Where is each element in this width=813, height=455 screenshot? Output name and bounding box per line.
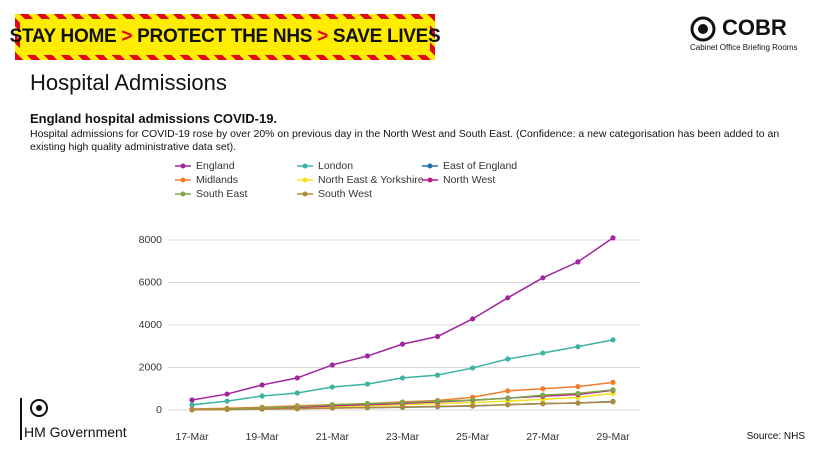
data-point bbox=[259, 382, 265, 388]
data-point bbox=[505, 402, 511, 408]
y-tick-label: 4000 bbox=[139, 319, 163, 331]
data-point bbox=[259, 393, 265, 399]
legend-marker bbox=[180, 177, 186, 183]
logo-title: COBR bbox=[722, 15, 787, 40]
legend-marker bbox=[302, 191, 308, 197]
data-point bbox=[540, 392, 546, 398]
data-point bbox=[575, 400, 581, 406]
data-point bbox=[434, 333, 441, 340]
data-point bbox=[364, 401, 371, 407]
data-point bbox=[470, 403, 476, 409]
banner-text: STAY HOME bbox=[9, 26, 117, 47]
data-point bbox=[470, 316, 476, 322]
banner-text: SAVE LIVES bbox=[332, 26, 441, 47]
data-point bbox=[189, 407, 195, 413]
data-point bbox=[224, 391, 230, 397]
legend-marker bbox=[427, 163, 433, 169]
x-tick-label: 23-Mar bbox=[386, 431, 420, 443]
x-tick-label: 19-Mar bbox=[246, 431, 280, 443]
data-point bbox=[540, 275, 546, 281]
data-point bbox=[399, 399, 406, 406]
legend-label: England bbox=[196, 160, 235, 172]
data-point bbox=[189, 402, 195, 408]
data-point bbox=[610, 337, 616, 343]
data-point bbox=[434, 372, 441, 378]
x-tick-label: 17-Mar bbox=[175, 431, 209, 443]
data-point bbox=[399, 341, 406, 347]
legend-marker bbox=[180, 191, 186, 197]
banner: STAY HOME > PROTECT THE NHS > SAVE LIVES bbox=[10, 14, 441, 60]
data-point bbox=[434, 403, 441, 409]
crest bbox=[690, 16, 716, 42]
data-point bbox=[294, 390, 300, 396]
arrow: > bbox=[317, 26, 328, 47]
data-point bbox=[259, 406, 265, 412]
data-point bbox=[505, 356, 511, 362]
x-tick-label: 27-Mar bbox=[526, 431, 560, 443]
data-point bbox=[470, 365, 476, 371]
data-point bbox=[505, 395, 511, 401]
data-point bbox=[434, 398, 441, 404]
legend-marker bbox=[302, 177, 308, 183]
data-point bbox=[575, 384, 581, 390]
legend-label: North East & Yorkshire bbox=[318, 174, 424, 186]
legend-label: London bbox=[318, 160, 353, 172]
data-point bbox=[294, 406, 300, 412]
data-point bbox=[329, 384, 335, 390]
x-tick-label: 29-Mar bbox=[596, 431, 630, 443]
data-point bbox=[505, 388, 511, 394]
legend-marker bbox=[427, 177, 433, 183]
data-point bbox=[505, 295, 511, 301]
y-tick-label: 6000 bbox=[139, 276, 163, 288]
data-point bbox=[364, 353, 371, 359]
data-point bbox=[224, 406, 230, 413]
crest bbox=[30, 399, 48, 417]
data-point bbox=[364, 405, 371, 411]
logo-subtitle: Cabinet Office Briefing Rooms bbox=[690, 43, 798, 52]
divider bbox=[20, 398, 22, 440]
legend-label: South East bbox=[196, 188, 247, 200]
y-tick-label: 0 bbox=[156, 404, 162, 416]
government-label: HM Government bbox=[24, 424, 127, 440]
data-point bbox=[575, 259, 581, 265]
legend-marker bbox=[180, 163, 186, 169]
data-point bbox=[575, 344, 581, 350]
heading: Hospital Admissions bbox=[30, 70, 227, 95]
data-point bbox=[610, 399, 616, 405]
data-point bbox=[610, 235, 616, 241]
data-point bbox=[575, 390, 581, 397]
data-point bbox=[540, 401, 546, 407]
legend-label: South West bbox=[318, 188, 372, 200]
x-tick-label: 21-Mar bbox=[316, 431, 350, 443]
data-point bbox=[540, 386, 546, 392]
data-point bbox=[364, 381, 371, 387]
data-point bbox=[540, 350, 546, 356]
legend-label: East of England bbox=[443, 160, 517, 172]
data-point bbox=[224, 398, 230, 404]
data-point bbox=[610, 379, 616, 385]
chart-subtitle: Hospital admissions for COVID-19 rose by… bbox=[30, 128, 780, 153]
data-point bbox=[329, 362, 335, 368]
y-tick-label: 2000 bbox=[139, 361, 163, 373]
legend-marker bbox=[302, 163, 308, 169]
data-point bbox=[329, 405, 335, 411]
y-tick-label: 8000 bbox=[139, 234, 163, 246]
banner-text: PROTECT THE NHS bbox=[137, 26, 313, 47]
source: Source: NHS bbox=[746, 431, 805, 442]
data-point bbox=[399, 375, 406, 381]
legend-label: North West bbox=[443, 174, 495, 186]
data-point bbox=[294, 375, 300, 381]
data-point bbox=[610, 387, 616, 393]
chart-title: England hospital admissions COVID-19. bbox=[30, 111, 278, 126]
legend-label: Midlands bbox=[196, 174, 238, 186]
data-point bbox=[470, 397, 476, 403]
arrow: > bbox=[121, 26, 133, 47]
x-tick-label: 25-Mar bbox=[456, 431, 490, 443]
data-point bbox=[399, 404, 406, 410]
data-point bbox=[189, 397, 195, 403]
